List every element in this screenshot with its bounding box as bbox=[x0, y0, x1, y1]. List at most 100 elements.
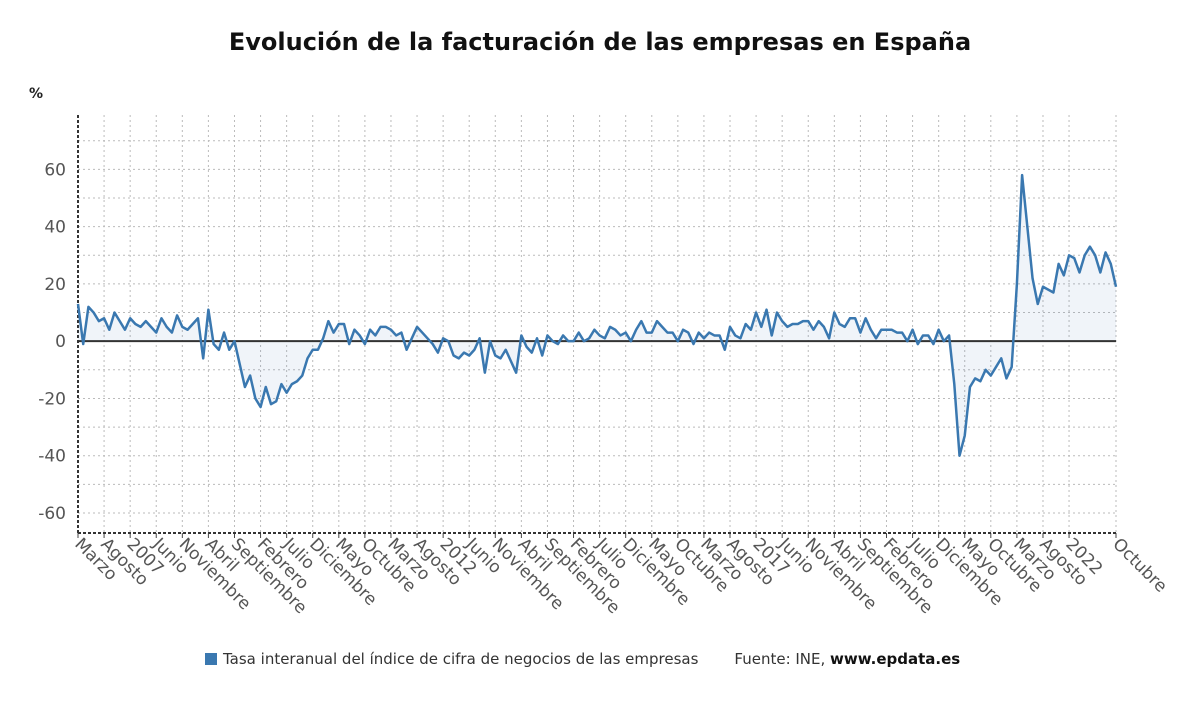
data-point bbox=[593, 329, 595, 331]
data-point bbox=[1110, 263, 1112, 265]
data-point bbox=[114, 312, 116, 314]
data-point bbox=[390, 329, 392, 331]
data-point bbox=[724, 349, 726, 351]
data-point bbox=[400, 332, 402, 334]
data-point bbox=[614, 329, 616, 331]
data-point bbox=[713, 334, 715, 336]
data-point bbox=[734, 334, 736, 336]
data-point bbox=[291, 383, 293, 385]
data-point bbox=[187, 329, 189, 331]
y-axis-unit: % bbox=[29, 86, 44, 102]
data-point bbox=[953, 383, 955, 385]
data-point bbox=[541, 354, 543, 356]
data-point bbox=[1037, 303, 1039, 305]
source-prefix: Fuente: INE, bbox=[734, 650, 831, 668]
data-point bbox=[812, 329, 814, 331]
data-point bbox=[369, 329, 371, 331]
data-point bbox=[771, 334, 773, 336]
x-tick-label: Octubre bbox=[1108, 534, 1170, 596]
data-point bbox=[912, 329, 914, 331]
data-point bbox=[567, 340, 569, 342]
data-point bbox=[385, 326, 387, 328]
data-point bbox=[374, 334, 376, 336]
data-point bbox=[129, 317, 131, 319]
data-point bbox=[338, 323, 340, 325]
data-point bbox=[531, 352, 533, 354]
data-point bbox=[364, 343, 366, 345]
data-point bbox=[1021, 174, 1023, 176]
data-point bbox=[927, 334, 929, 336]
data-point bbox=[1068, 254, 1070, 256]
y-tick-label: -40 bbox=[38, 447, 66, 467]
data-point bbox=[1089, 246, 1091, 248]
data-point bbox=[1016, 283, 1018, 285]
data-point bbox=[77, 303, 79, 305]
data-point bbox=[875, 337, 877, 339]
data-point bbox=[150, 326, 152, 328]
data-point bbox=[160, 317, 162, 319]
data-point bbox=[1005, 377, 1007, 379]
data-point bbox=[1099, 271, 1101, 273]
data-point bbox=[140, 326, 142, 328]
data-point bbox=[312, 349, 314, 351]
data-point bbox=[938, 329, 940, 331]
data-point bbox=[823, 326, 825, 328]
data-point bbox=[776, 312, 778, 314]
data-point bbox=[766, 309, 768, 311]
data-point bbox=[651, 332, 653, 334]
data-point bbox=[583, 340, 585, 342]
data-point bbox=[1047, 289, 1049, 291]
data-point bbox=[729, 326, 731, 328]
data-point bbox=[411, 337, 413, 339]
data-point bbox=[859, 332, 861, 334]
data-point bbox=[280, 383, 282, 385]
data-point bbox=[687, 332, 689, 334]
data-point bbox=[207, 309, 209, 311]
y-tick-label: -20 bbox=[38, 389, 66, 409]
data-point bbox=[640, 320, 642, 322]
data-point bbox=[327, 320, 329, 322]
data-point bbox=[885, 329, 887, 331]
data-point bbox=[536, 337, 538, 339]
data-point bbox=[849, 317, 851, 319]
data-point bbox=[792, 323, 794, 325]
data-point bbox=[979, 380, 981, 382]
data-point bbox=[1105, 251, 1107, 253]
data-point bbox=[447, 340, 449, 342]
data-point bbox=[270, 403, 272, 405]
data-point bbox=[192, 323, 194, 325]
data-point bbox=[244, 386, 246, 388]
data-point bbox=[854, 317, 856, 319]
data-point bbox=[599, 334, 601, 336]
data-point bbox=[562, 334, 564, 336]
data-point bbox=[802, 320, 804, 322]
data-point bbox=[901, 332, 903, 334]
data-point bbox=[510, 360, 512, 362]
data-point bbox=[416, 326, 418, 328]
legend: Tasa interanual del índice de cifra de n… bbox=[205, 650, 960, 668]
data-point bbox=[1063, 274, 1065, 276]
data-point bbox=[286, 392, 288, 394]
data-point bbox=[745, 323, 747, 325]
data-point bbox=[520, 334, 522, 336]
data-point bbox=[865, 317, 867, 319]
data-point bbox=[546, 334, 548, 336]
data-point bbox=[213, 343, 215, 345]
data-point bbox=[218, 349, 220, 351]
data-point bbox=[505, 349, 507, 351]
data-point bbox=[786, 326, 788, 328]
data-point bbox=[969, 386, 971, 388]
data-point bbox=[870, 329, 872, 331]
data-point bbox=[719, 334, 721, 336]
data-point bbox=[93, 312, 95, 314]
data-point bbox=[896, 332, 898, 334]
data-point bbox=[479, 337, 481, 339]
data-point bbox=[82, 343, 84, 345]
data-point bbox=[176, 314, 178, 316]
data-point bbox=[635, 329, 637, 331]
data-point bbox=[406, 349, 408, 351]
data-point bbox=[134, 323, 136, 325]
data-point bbox=[891, 329, 893, 331]
